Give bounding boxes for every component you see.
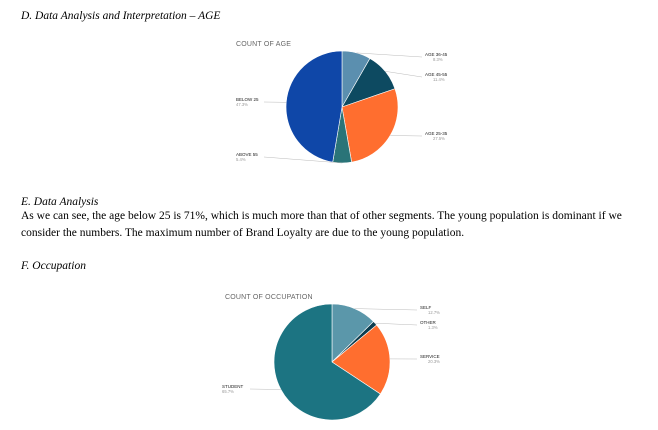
section-heading-age: D. Data Analysis and Interpretation – AG… — [21, 10, 221, 22]
occupation-chart-title: COUNT OF OCCUPATION — [225, 294, 313, 301]
slice-label-below-25: BELOW 25 — [236, 97, 259, 102]
pie-slice-student — [273, 303, 381, 421]
slice-label-student: STUDENT — [222, 384, 244, 389]
age-chart-title: COUNT OF AGE — [236, 41, 291, 48]
slice-pct-self: 12.7% — [428, 310, 440, 315]
slice-pct-service: 20.3% — [428, 359, 440, 364]
occupation-pie-chart: COUNT OF OCCUPATION SELF12.7%OTHER1.3%SE… — [222, 294, 440, 421]
slice-label-self: SELF — [420, 305, 432, 310]
slice-pct-below-25: 47.3% — [236, 102, 248, 107]
slice-label-other: OTHER — [420, 320, 437, 325]
leader-line-age-36-45 — [356, 52, 423, 58]
leader-line-student — [249, 388, 281, 390]
age-pie-slices — [285, 50, 399, 164]
slice-pct-age-25-35: 27.5% — [433, 136, 445, 141]
occupation-pie-slices — [273, 303, 391, 421]
slice-label-service: SERVICE — [420, 354, 440, 359]
age-pie-chart: COUNT OF AGE AGE 36-458.3% AGE 45-5511.4%… — [236, 41, 448, 164]
analysis-paragraph: As we can see, the age below 25 is 71%, … — [21, 210, 622, 239]
slice-pct-age-36-45: 8.3% — [433, 57, 443, 62]
slice-label-age-45-55: AGE 45-55 — [425, 72, 448, 77]
slice-pct-student: 65.7% — [222, 389, 234, 394]
slice-pct-other: 1.3% — [428, 325, 438, 330]
slice-label-age-36-45: AGE 36-45 — [425, 52, 448, 57]
leader-line-above-55 — [263, 156, 343, 164]
slice-pct-age-45-55: 11.4% — [433, 77, 445, 82]
pie-slice-below-25 — [285, 50, 343, 163]
section-heading-occupation: F. Occupation — [21, 260, 86, 272]
leader-line-self — [354, 308, 418, 311]
leader-line-other — [375, 322, 418, 326]
section-heading-data-analysis: E. Data Analysis — [21, 196, 99, 208]
leader-line-age-45-55 — [385, 71, 423, 78]
slice-pct-above-55: 5.4% — [236, 157, 246, 162]
slice-label-above-55: ABOVE 55 — [236, 152, 258, 157]
leader-line-age-25-35 — [390, 135, 423, 137]
slice-label-age-25-35: AGE 25-35 — [425, 131, 448, 136]
